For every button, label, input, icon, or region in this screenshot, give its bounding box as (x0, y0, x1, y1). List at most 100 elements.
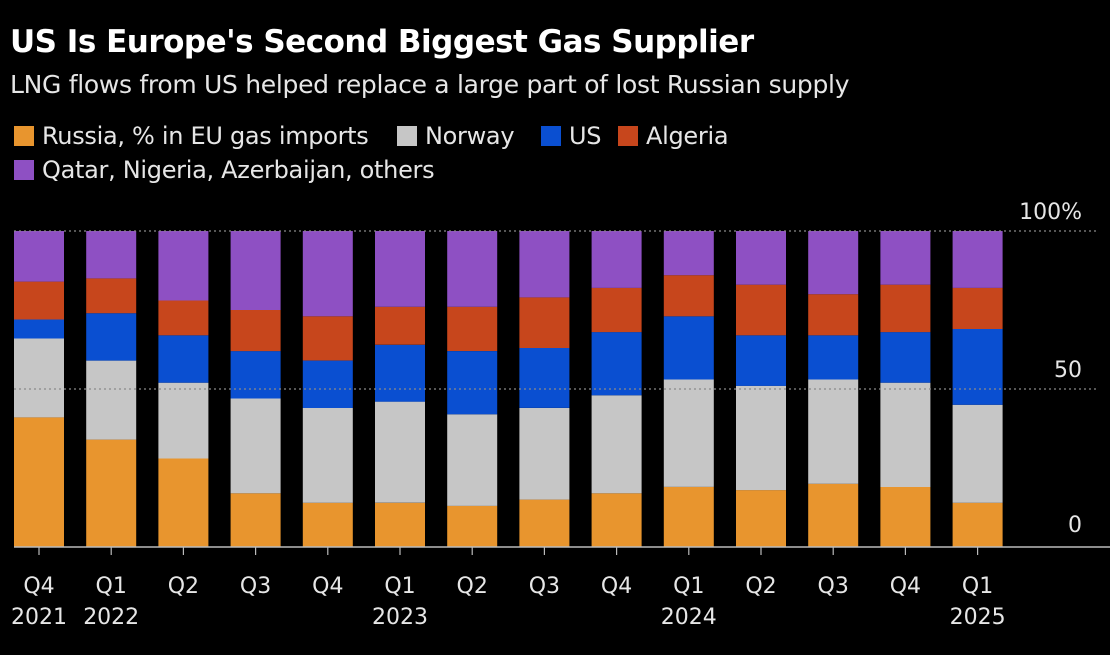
legend-swatch-us (541, 126, 561, 146)
bar-segment-norway (86, 360, 137, 440)
y-tick-label: 50 (1054, 358, 1082, 383)
bar-segment-others (591, 231, 642, 288)
bar-segment-russia (519, 499, 570, 547)
bar-segment-algeria (952, 287, 1003, 329)
x-tick-label: Q2 (168, 574, 199, 599)
bar-segment-us (591, 332, 642, 396)
y-tick-label: 100% (1019, 200, 1082, 225)
bar-segment-russia (158, 458, 209, 547)
bar-segment-norway (952, 404, 1003, 503)
bar-segment-norway (519, 408, 570, 500)
bar-segment-others (519, 231, 570, 298)
bar-segment-others (375, 231, 425, 307)
x-tick-label: Q2 (457, 574, 488, 599)
bar-segment-us (14, 319, 64, 339)
bar-segment-norway (663, 379, 714, 487)
bar-segment-others (447, 231, 498, 307)
y-tick-label: 0 (1068, 513, 1082, 538)
x-tick-label: Q4 (23, 574, 54, 599)
bar-segment-algeria (230, 310, 281, 352)
bar-segment-us (158, 335, 209, 383)
legend-swatch-others (14, 160, 34, 180)
bar-segment-us (808, 335, 859, 380)
bar-segment-others (736, 231, 786, 285)
x-tick-label: Q2 (745, 574, 776, 599)
x-tick-label: Q4 (890, 574, 921, 599)
legend-swatch-russia (14, 126, 34, 146)
bar-segment-algeria (736, 284, 786, 336)
bar-segment-others (14, 231, 64, 282)
bar-segment-algeria (302, 316, 353, 361)
bar-segment-russia (230, 493, 281, 547)
bar-segment-us (86, 313, 137, 361)
bar-segment-russia (14, 417, 64, 547)
bar-segment-russia (86, 439, 137, 547)
bar-segment-others (230, 231, 281, 310)
legend-label-norway: Norway (425, 122, 515, 150)
bar-segment-algeria (880, 284, 931, 333)
x-tick-label: Q3 (529, 574, 560, 599)
bar-segment-russia (591, 493, 642, 547)
bar-segment-algeria (14, 281, 64, 320)
x-tick-year-label: 2021 (11, 605, 67, 630)
bar-segment-others (86, 231, 137, 279)
bar-segment-algeria (663, 275, 714, 317)
bar-segment-others (663, 231, 714, 276)
x-tick-label: Q1 (673, 574, 704, 599)
bar-segment-us (952, 329, 1003, 405)
bar-segment-russia (447, 505, 498, 547)
bar-segment-algeria (158, 300, 209, 336)
bar-segment-us (302, 360, 353, 408)
x-tick-label: Q3 (818, 574, 849, 599)
bar-segment-others (158, 231, 209, 301)
bar-segment-russia (736, 490, 786, 547)
legend-item-algeria: Algeria (618, 122, 729, 150)
bar-segment-russia (375, 502, 425, 547)
bar-segment-norway (447, 414, 498, 506)
bar-segment-russia (663, 487, 714, 547)
bar-segment-algeria (447, 306, 498, 351)
bar-segment-others (952, 231, 1003, 288)
bar-segment-norway (808, 379, 859, 484)
bar-segment-us (663, 316, 714, 380)
x-tick-year-label: 2022 (83, 605, 139, 630)
bar-segment-others (808, 231, 859, 295)
bar-segment-norway (230, 398, 281, 494)
bar-segment-us (880, 332, 931, 383)
bar-segment-russia (952, 502, 1003, 547)
bar-segment-norway (375, 401, 425, 503)
x-tick-label: Q3 (240, 574, 271, 599)
x-tick-year-label: 2025 (950, 605, 1006, 630)
bar-segment-others (880, 231, 931, 285)
bar-segment-russia (880, 487, 931, 547)
bar-segment-us (375, 344, 425, 402)
bar-segment-norway (591, 395, 642, 494)
legend-label-russia: Russia, % in EU gas imports (42, 122, 369, 150)
x-tick-label: Q1 (384, 574, 415, 599)
bar-segment-others (302, 231, 353, 317)
bar-segment-norway (14, 338, 64, 418)
chart-subtitle: LNG flows from US helped replace a large… (10, 70, 850, 99)
x-tick-label: Q1 (962, 574, 993, 599)
x-tick-year-label: 2023 (372, 605, 428, 630)
legend-item-us: US (541, 122, 602, 150)
x-tick-label: Q4 (601, 574, 632, 599)
bar-segment-algeria (808, 294, 859, 336)
legend-swatch-algeria (618, 126, 638, 146)
bar-segment-us (519, 347, 570, 408)
legend-label-us: US (569, 122, 602, 150)
bar-segment-norway (158, 382, 209, 459)
bar-segment-algeria (519, 297, 570, 348)
bar-segment-russia (808, 483, 859, 547)
legend-item-norway: Norway (397, 122, 515, 150)
legend-item-russia: Russia, % in EU gas imports (14, 122, 369, 150)
bar-segment-us (230, 351, 281, 399)
legend-swatch-norway (397, 126, 417, 146)
legend-label-others: Qatar, Nigeria, Azerbaijan, others (42, 156, 435, 184)
legend-label-algeria: Algeria (646, 122, 729, 150)
bar-segment-us (447, 351, 498, 415)
legend-item-others: Qatar, Nigeria, Azerbaijan, others (14, 156, 435, 184)
bar-segment-algeria (591, 287, 642, 333)
bar-segment-norway (302, 408, 353, 503)
bar-segment-norway (736, 385, 786, 491)
